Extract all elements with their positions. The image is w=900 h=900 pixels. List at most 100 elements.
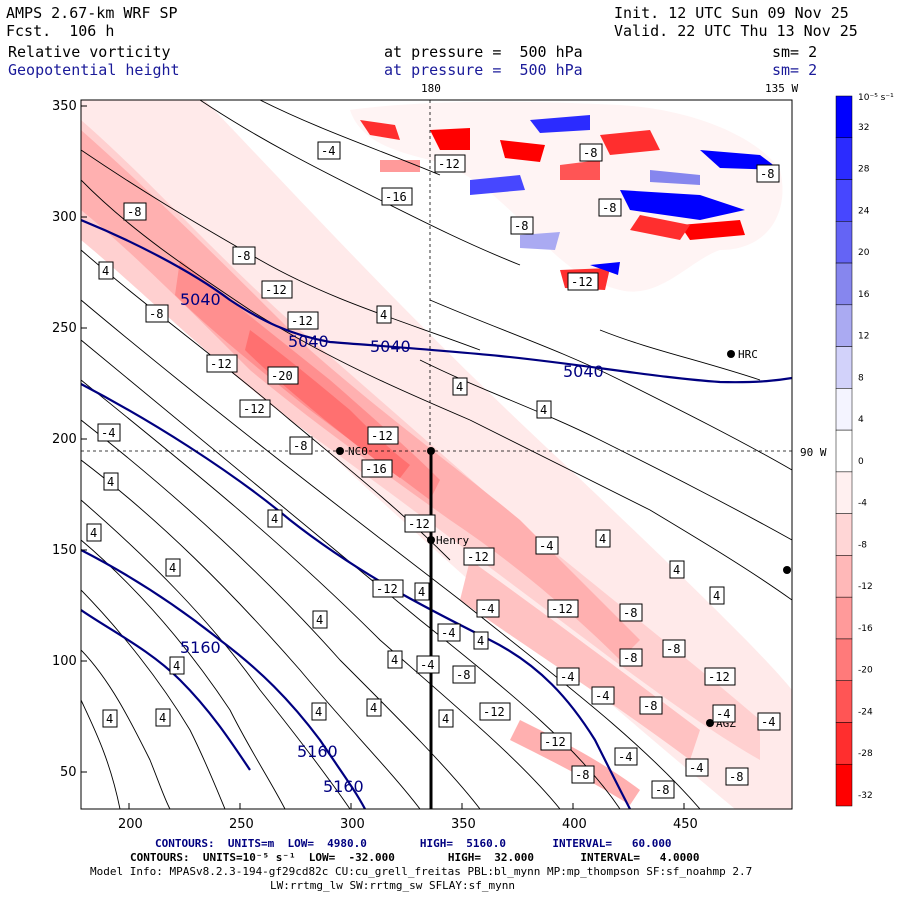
vorticity-label: -12	[467, 550, 489, 564]
vorticity-label-box	[571, 765, 595, 784]
vorticity-label: -8	[655, 783, 669, 797]
vorticity-label: 4	[169, 561, 176, 575]
vorticity-label: 4	[540, 403, 547, 417]
vorticity-label: -8	[623, 606, 637, 620]
vorticity-label: -4	[539, 539, 553, 553]
station-label-hrc: HRC	[738, 348, 758, 361]
colorbar-level-label: 24	[858, 206, 870, 216]
vorticity-label: -4	[420, 658, 434, 672]
x-tick-450: 450	[673, 817, 698, 832]
vorticity-label: 4	[159, 711, 166, 725]
colorbar-level-label: 8	[858, 373, 864, 383]
vorticity-label: 4	[106, 712, 113, 726]
vorticity-label-box	[579, 143, 603, 162]
colorbar-level-label: -20	[858, 666, 873, 676]
x-tick-200: 200	[118, 817, 143, 832]
vorticity-label: -8	[583, 146, 597, 160]
vorticity-label: 4	[456, 380, 463, 394]
contour-5100	[81, 383, 631, 809]
lon-label-180: 180	[421, 82, 441, 95]
vorticity-label-box	[756, 164, 780, 183]
colorbar-swatch	[835, 179, 853, 222]
forecast-hour: Fcst. 106 h	[6, 22, 115, 40]
vorticity-label: -8	[127, 205, 141, 219]
y-tick-200: 200	[52, 432, 77, 447]
colorbar-level-label: -12	[858, 582, 873, 592]
vorticity-labels: -4 -8 -16 -8 4 -8 -12 -12 -12 -20 -12 4 4 4 -12 -4 -8 -16…	[86, 141, 781, 799]
vorticity-label: 4	[370, 701, 377, 715]
valid-time: Valid. 22 UTC Thu 13 Nov 25	[614, 22, 858, 40]
vorticity-band-12	[81, 130, 640, 660]
colorbar-level-label: 28	[858, 165, 870, 175]
colorbar-level-label: 20	[858, 248, 870, 258]
vorticity-label-box	[267, 509, 283, 528]
y-tick-100: 100	[52, 654, 77, 669]
model-title: AMPS 2.67-km WRF SP	[6, 4, 178, 22]
vorticity-label-box	[591, 686, 615, 705]
vorticity-label-box	[165, 558, 181, 577]
vorticity-label-box	[614, 747, 638, 766]
vorticity-label: -4	[321, 144, 335, 158]
vorticity-label: 4	[442, 712, 449, 726]
field2-level: at pressure = 500 hPa	[384, 61, 583, 79]
vorticity-label-box	[261, 280, 293, 299]
vorticity-label-box	[376, 305, 392, 324]
vorticity-label-box	[98, 261, 114, 280]
colorbar-level-label: -24	[858, 707, 873, 717]
vorticity-label-box	[434, 154, 466, 173]
colorbar-level-label: 4	[858, 415, 864, 425]
contour-5160-b	[81, 609, 251, 771]
vorticity-label-box	[169, 656, 185, 675]
vorticity-label-box	[535, 536, 559, 555]
y-tick-50: 50	[60, 765, 77, 780]
x-tick-250: 250	[229, 817, 254, 832]
station-agz	[706, 719, 714, 727]
vorticity-label: 4	[107, 475, 114, 489]
vorticity-label: -16	[365, 462, 387, 476]
vorticity-label-box	[709, 586, 725, 605]
vorticity-label-box	[567, 272, 599, 291]
vorticity-label: -4	[480, 602, 494, 616]
vorticity-label: -8	[456, 668, 470, 682]
vorticity-label: -12	[376, 582, 398, 596]
vorticity-label-box	[510, 216, 534, 235]
vorticity-label: 4	[173, 659, 180, 673]
vorticity-label: -12	[708, 670, 730, 684]
vorticity-label: 4	[271, 512, 278, 526]
vorticity-label-box	[267, 366, 299, 385]
station-nco	[336, 447, 344, 455]
vorticity-label: -4	[560, 670, 574, 684]
colorbar-swatch	[835, 429, 853, 473]
vorticity-label: -8	[514, 219, 528, 233]
vorticity-label-box	[145, 304, 169, 323]
vorticity-label-box	[463, 547, 495, 566]
plot-area	[81, 100, 792, 809]
footer-height-contours: CONTOURS: UNITS=m LOW= 4980.0 HIGH= 5160…	[155, 837, 672, 850]
vorticity-label-box	[317, 141, 341, 160]
vorticity-label-box	[367, 426, 399, 445]
colorbar-swatch	[835, 262, 853, 306]
x-tick-400: 400	[562, 817, 587, 832]
lon-label-135w: 135 W	[765, 82, 798, 95]
vorticity-label: -8	[729, 770, 743, 784]
vorticity-label: -8	[293, 439, 307, 453]
vorticity-label-box	[540, 732, 572, 751]
vorticity-label: -8	[643, 699, 657, 713]
colorbar: 32 28 24 20 16 12 8 4 0 -4 -8 -12 -16 -20 -24 -28 -32	[835, 95, 873, 807]
station-henry	[427, 536, 435, 544]
vorticity-label: 4	[673, 563, 680, 577]
colorbar-level-label: 32	[858, 123, 869, 133]
vorticity-label: -4	[761, 715, 775, 729]
vorticity-label: -20	[271, 369, 293, 383]
footer-model-info-2: LW:rrtmg_lw SW:rrtmg_sw SFLAY:sf_mynn	[270, 879, 516, 892]
vorticity-label-box	[669, 560, 685, 579]
vorticity-label-box	[361, 459, 393, 478]
station-label-henry: Henry	[436, 534, 469, 547]
colorbar-level-label: -28	[858, 749, 873, 759]
vorticity-label: 4	[102, 264, 109, 278]
init-time: Init. 12 UTC Sun 09 Nov 25	[614, 4, 849, 22]
vorticity-label-box	[416, 655, 440, 674]
colorbar-swatch	[835, 346, 853, 389]
vorticity-label: -12	[408, 517, 430, 531]
